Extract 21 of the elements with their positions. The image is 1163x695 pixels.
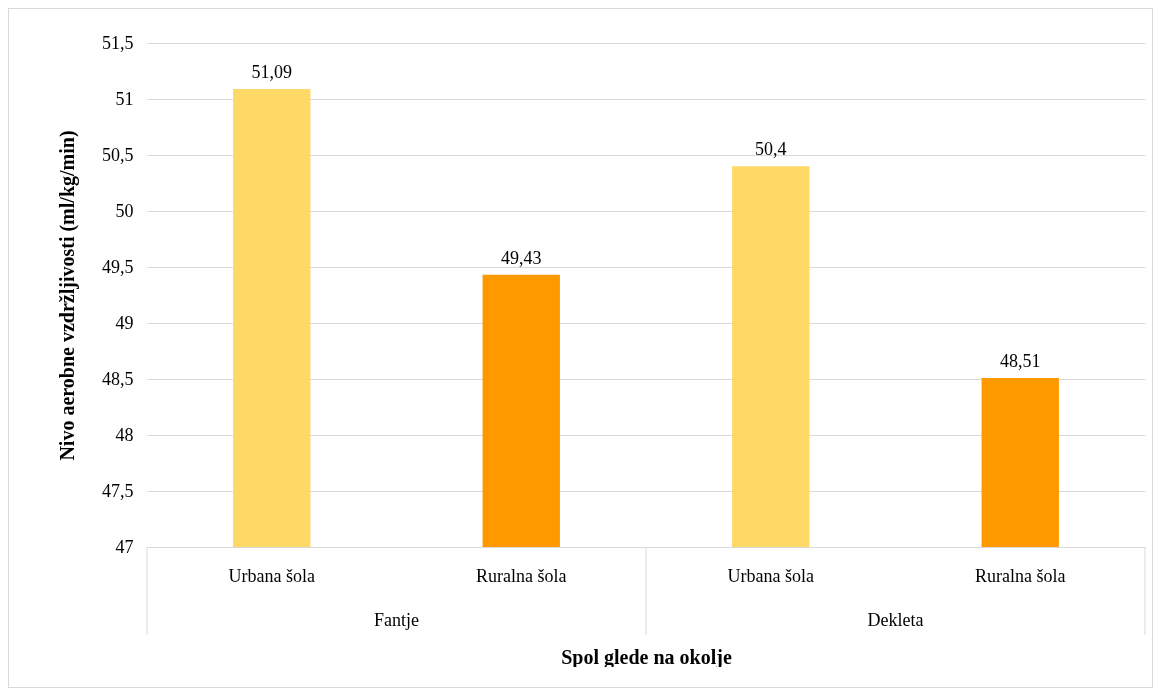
x-tick-label: Urbana šola: [727, 565, 814, 586]
y-tick-label: 50: [115, 200, 134, 221]
y-tick-label: 47: [115, 536, 134, 557]
y-tick-label: 48: [115, 424, 134, 445]
text: Fantje: [374, 610, 419, 630]
y-tick-label: 47,5: [102, 480, 134, 501]
y-axis-title: Nivo aerobne vzdržljivosti (ml/kg/min): [56, 130, 79, 461]
x-tick-label: Ruralna šola: [975, 565, 1066, 586]
data-label: 48,51: [1000, 350, 1041, 371]
x-tick-label: Urbana šola: [228, 565, 315, 586]
y-tick-label: 51: [115, 88, 134, 109]
y-tick-label: 49,5: [102, 256, 134, 277]
y-tick-label: 49: [115, 312, 134, 333]
x-tick-label: Ruralna šola: [476, 565, 567, 586]
y-tick-label: 48,5: [102, 368, 134, 389]
y-tick-label: 50,5: [102, 144, 134, 165]
data-label: 49,43: [501, 247, 542, 268]
data-label: 51,09: [251, 61, 292, 82]
text: Dekleta: [867, 610, 924, 630]
data-label: 50,4: [755, 139, 787, 160]
y-tick-label: 51,5: [102, 32, 134, 53]
